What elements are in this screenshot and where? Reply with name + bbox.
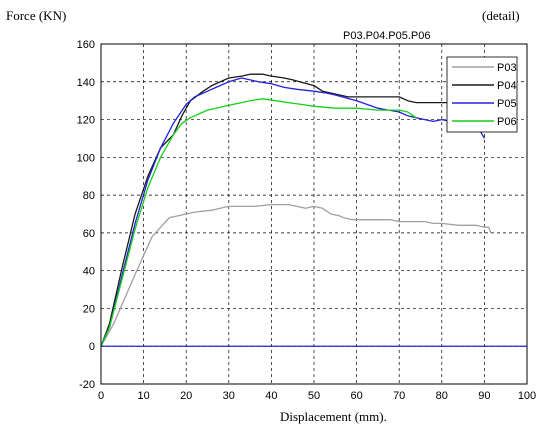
axis-ticks: 0 10 20 30 40 50 60 70 80 90 100-20020406080100120… [77,39,537,402]
y-tick-label: 0 [89,341,95,353]
legend-box [446,56,518,133]
x-axis-label: Displacement (mm). [280,409,387,424]
plot-frame [100,43,528,385]
series-line-p04 [100,73,490,347]
y-tick-label: 20 [83,303,95,315]
chart-title: P03.P04.P05.P06 [343,30,430,42]
legend-label-p04: P04 [497,80,517,92]
y-tick-label: -20 [79,379,95,391]
series-line-p03 [100,203,492,347]
y-tick-label: 60 [83,228,95,240]
x-tick-label: 20 [180,390,192,402]
y-tick-label: 100 [77,152,95,164]
x-tick-label: 60 [350,390,362,402]
x-tick-label: 50 [308,390,320,402]
series-line-p06 [100,98,417,347]
y-axis-label: Force (KN) [6,8,66,23]
y-tick-label: 120 [77,115,95,127]
detail-note: (detail) [482,8,520,23]
legend-label-p03: P03 [497,62,517,74]
series-group [100,73,492,347]
legend-label-p05: P05 [497,98,517,110]
legend: P03 P04 P05 P06 [446,56,518,133]
x-tick-label: 40 [265,390,277,402]
x-tick-label: 90 [478,390,490,402]
y-tick-label: 40 [83,266,95,278]
legend-label-p06: P06 [497,116,517,128]
series-line-p05 [100,77,485,347]
x-tick-label: 70 [393,390,405,402]
x-tick-label: 30 [223,390,235,402]
x-tick-label: 100 [518,390,536,402]
y-tick-label: 140 [77,77,95,89]
x-tick-label: 10 [137,390,149,402]
x-tick-label: 80 [436,390,448,402]
x-tick-label: 0 [98,390,104,402]
y-tick-label: 80 [83,190,95,202]
y-tick-label: 160 [77,39,95,51]
